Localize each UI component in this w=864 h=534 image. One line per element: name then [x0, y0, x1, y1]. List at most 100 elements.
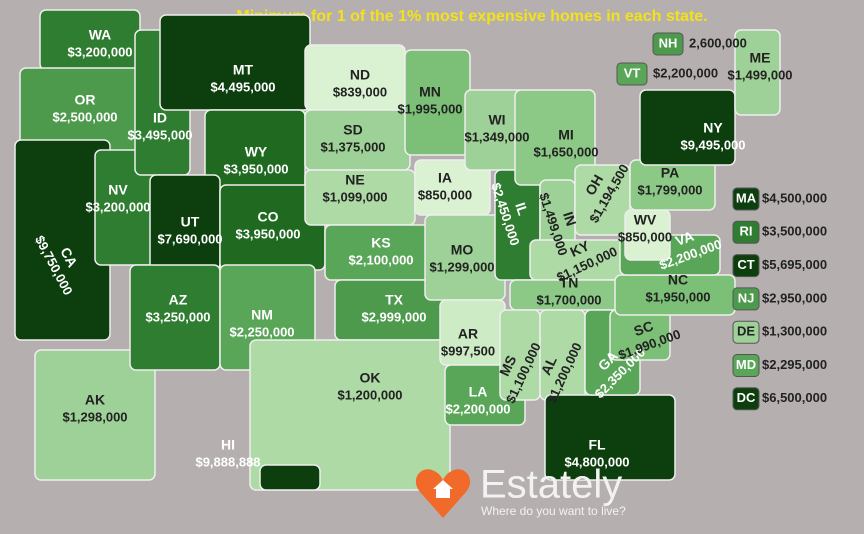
legend-swatch [732, 220, 760, 244]
state-value: $1,995,000 [397, 101, 462, 116]
state-value: $997,500 [441, 343, 495, 358]
state-abbr: WI [488, 112, 505, 128]
state-shape [639, 89, 736, 166]
state-label: NY$9,495,000 [680, 120, 745, 153]
legend-value: $5,695,000 [762, 257, 827, 272]
state-label: WV$850,000 [618, 212, 672, 245]
legend-swatch [732, 187, 760, 211]
legend-abbr: CT [737, 257, 754, 272]
legend-abbr: MA [736, 190, 757, 205]
state-value: $7,690,000 [157, 231, 222, 246]
state-value: $1,650,000 [533, 144, 598, 159]
state-value: $4,800,000 [564, 454, 629, 469]
state-abbr: IN [560, 210, 580, 228]
state-abbr: UT [181, 214, 200, 230]
state-label: WI$1,349,000 [464, 112, 529, 145]
state-abbr: IL [512, 200, 531, 217]
state-label: NV$3,200,000 [85, 182, 150, 215]
state-abbr: TX [385, 292, 404, 308]
state-label: PA$1,799,000 [637, 165, 702, 198]
state-label: ND$839,000 [333, 67, 387, 100]
state-value: $3,950,000 [235, 226, 300, 241]
state-label: AK$1,298,000 [62, 392, 127, 425]
state-label: ME$1,499,000 [727, 50, 792, 83]
state-abbr: LA [469, 384, 488, 400]
state-abbr: CO [258, 209, 279, 225]
state-value: $839,000 [333, 84, 387, 99]
state-label: UT$7,690,000 [157, 214, 222, 247]
legend-value: $2,295,000 [762, 357, 827, 372]
state-abbr: AK [85, 392, 105, 408]
state-abbr: AL [537, 353, 560, 377]
state-value: $1,349,000 [464, 129, 529, 144]
legend-swatch [652, 32, 684, 56]
state-abbr: OR [75, 92, 96, 108]
state-label: IA$850,000 [418, 170, 472, 203]
state-value: $1,700,000 [536, 292, 601, 307]
state-abbr: ID [153, 110, 167, 126]
state-abbr: AR [458, 326, 478, 342]
state-label: KS$2,100,000 [348, 235, 413, 268]
state-abbr: NV [108, 182, 128, 198]
tagline: Where do you want to live? [481, 504, 626, 518]
legend-abbr: RI [740, 224, 753, 239]
state-shape [734, 29, 781, 116]
legend-value: $6,500,000 [762, 390, 827, 405]
state-abbr: HI [221, 437, 235, 453]
state-abbr: MN [419, 84, 441, 100]
state-abbr: NM [251, 307, 273, 323]
state-abbr: NE [345, 172, 364, 188]
legend-abbr: DE [737, 324, 755, 339]
map-title: Minimum for 1 of the 1% most expensive h… [236, 8, 707, 25]
state-value: $1,799,000 [637, 182, 702, 197]
legend-value: $2,950,000 [762, 290, 827, 305]
state-abbr: WY [245, 144, 268, 160]
state-abbr: KY [567, 237, 592, 260]
state-value: $2,200,000 [445, 401, 510, 416]
state-value: $9,888,888 [195, 454, 260, 469]
state-abbr: NC [668, 272, 688, 288]
state-label: AR$997,500 [441, 326, 495, 359]
state-abbr: ND [350, 67, 370, 83]
state-label: NC$1,950,000 [645, 272, 710, 305]
legend-swatch [732, 320, 760, 344]
state-label: NE$1,099,000 [322, 172, 387, 205]
legend-abbr: VT [624, 65, 641, 80]
legend-abbr: DC [737, 390, 756, 405]
legend-abbr: NJ [738, 290, 755, 305]
state-value: $1,298,000 [62, 409, 127, 424]
state-abbr: AZ [169, 292, 188, 308]
state-label: MT$4,495,000 [210, 62, 275, 95]
logo-house [433, 480, 453, 498]
logo: Estately Where do you want to live? [415, 463, 626, 518]
state-abbr: KS [371, 235, 390, 251]
legend-value: $2,200,000 [653, 65, 718, 80]
state-value: $2,500,000 [52, 109, 117, 124]
state-abbr: MT [233, 62, 254, 78]
state-value: $1,375,000 [320, 139, 385, 154]
state-value: $850,000 [618, 229, 672, 244]
state-value: $9,495,000 [680, 137, 745, 152]
state-label: SD$1,375,000 [320, 122, 385, 155]
state-abbr: TN [560, 275, 579, 291]
state-shape [34, 349, 156, 481]
state-value: $3,200,000 [67, 44, 132, 59]
state-value: $3,950,000 [223, 161, 288, 176]
state-label: FL$4,800,000 [564, 437, 629, 470]
state-value: $850,000 [418, 187, 472, 202]
legend-swatch [732, 354, 760, 377]
state-label: OK$1,200,000 [337, 370, 402, 403]
legend-value: $4,500,000 [762, 190, 827, 205]
state-label: NM$2,250,000 [229, 307, 294, 340]
state-label: MI$1,650,000 [533, 127, 598, 160]
state-abbr: SC [632, 317, 656, 339]
state-label: AZ$3,250,000 [145, 292, 210, 325]
state-value: $1,499,000 [727, 67, 792, 82]
legend-swatch [732, 254, 760, 278]
state-value: $1,099,000 [322, 189, 387, 204]
state-value: $3,200,000 [85, 199, 150, 214]
state-label: MO$1,299,000 [429, 242, 494, 275]
state-label: LA$2,200,000 [445, 384, 510, 417]
state-abbr: FL [588, 437, 606, 453]
